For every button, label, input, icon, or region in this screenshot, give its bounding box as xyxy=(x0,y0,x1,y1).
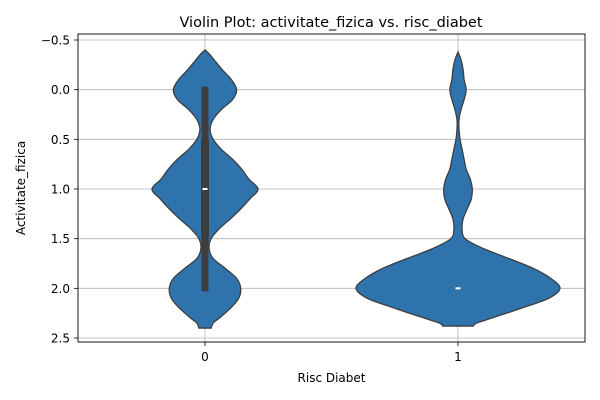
y-ticks: −0.5 0.0 0.5 1.0 1.5 2.0 2.5 xyxy=(41,34,78,346)
violin-median xyxy=(202,188,208,190)
y-tick-label: 0.5 xyxy=(51,133,70,147)
violin-median xyxy=(455,287,461,290)
y-tick-label: 0.0 xyxy=(51,83,70,97)
y-tick-label: 2.0 xyxy=(51,282,70,296)
y-axis-label: Activitate_fizica xyxy=(14,141,28,235)
y-tick-label: −0.5 xyxy=(41,34,70,48)
x-tick-label: 1 xyxy=(454,350,462,364)
chart-title: Violin Plot: activitate_fizica vs. risc_… xyxy=(179,15,482,31)
x-tick-label: 0 xyxy=(201,350,209,364)
x-axis-label: Risc Diabet xyxy=(298,371,366,385)
y-tick-label: 1.0 xyxy=(51,183,70,197)
inner-boxes xyxy=(201,86,461,292)
violin-1 xyxy=(355,50,561,327)
plot-frame xyxy=(77,33,586,343)
y-tick-label: 2.5 xyxy=(51,332,70,346)
y-tick-label: 1.5 xyxy=(51,232,70,246)
